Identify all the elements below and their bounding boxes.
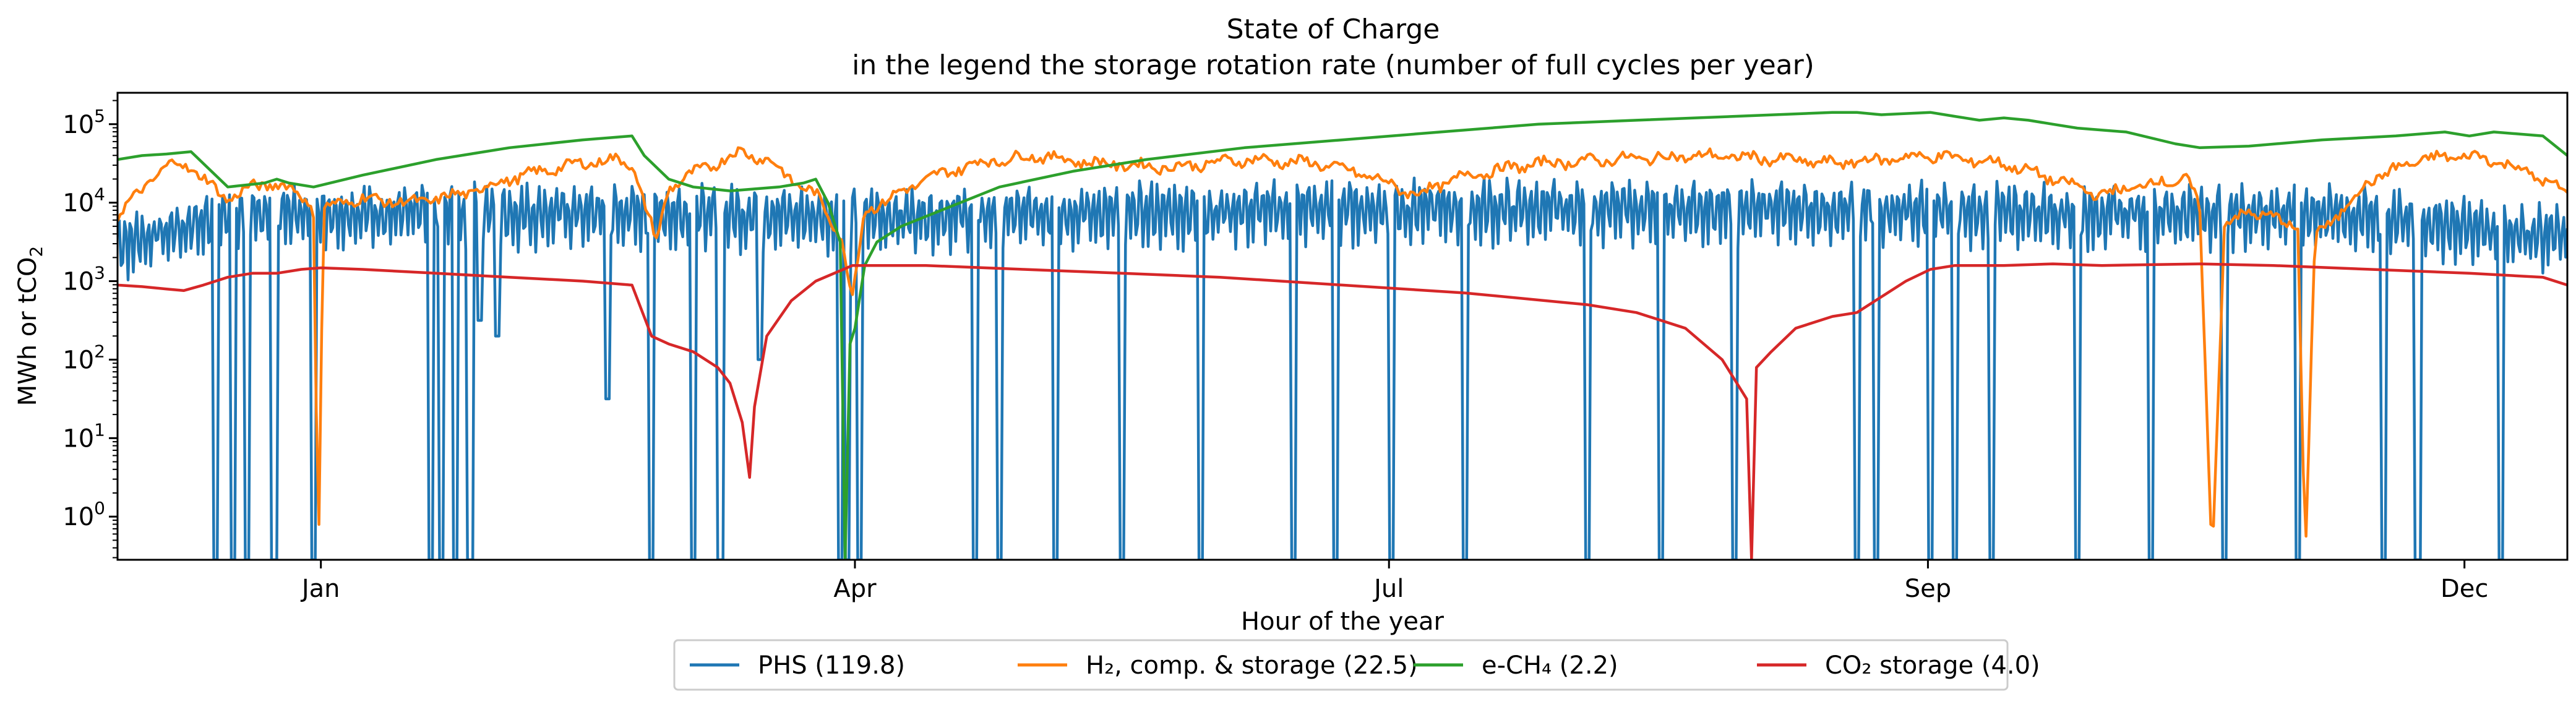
x-axis-label: Hour of the year (1241, 607, 1444, 636)
plot-frame (116, 92, 2569, 561)
y-tick-label: 100 (62, 498, 105, 531)
y-tick-label: 102 (62, 341, 105, 374)
x-tick-label: Apr (833, 575, 877, 603)
y-tick-label: 101 (62, 419, 105, 453)
y-axis: 100 101 102 103 104 105 (62, 100, 118, 559)
y-axis-label: MWh or tCO2 (14, 246, 46, 406)
legend-box (673, 639, 2009, 691)
chart-title: State of Charge (1227, 14, 1440, 45)
legend-label: e-CH₄ (2.2) (1482, 651, 1618, 680)
series-line-2 (118, 111, 2567, 560)
series-line-3 (118, 262, 2567, 560)
legend-label: PHS (119.8) (758, 651, 905, 680)
legend-label: CO₂ storage (4.0) (1825, 651, 2040, 680)
x-tick-label: Jan (300, 575, 340, 603)
series-line-0 (118, 176, 2567, 560)
legend: PHS (119.8) H₂, comp. & storage (22.5) e-C… (673, 639, 2040, 691)
plot-area (118, 111, 2567, 560)
y-tick-label: 104 (62, 184, 105, 218)
legend-label: H₂, comp. & storage (22.5) (1086, 651, 1418, 680)
x-axis: Jan Apr Jul Sep Dec (300, 560, 2488, 603)
chart-subtitle: in the legend the storage rotation rate … (852, 49, 1814, 81)
y-tick-label: 103 (62, 263, 105, 296)
series-line-1 (118, 146, 2567, 538)
x-tick-label: Jul (1372, 575, 1404, 603)
x-tick-label: Sep (1905, 575, 1951, 603)
y-tick-label: 105 (62, 106, 105, 139)
x-tick-label: Dec (2441, 575, 2488, 603)
